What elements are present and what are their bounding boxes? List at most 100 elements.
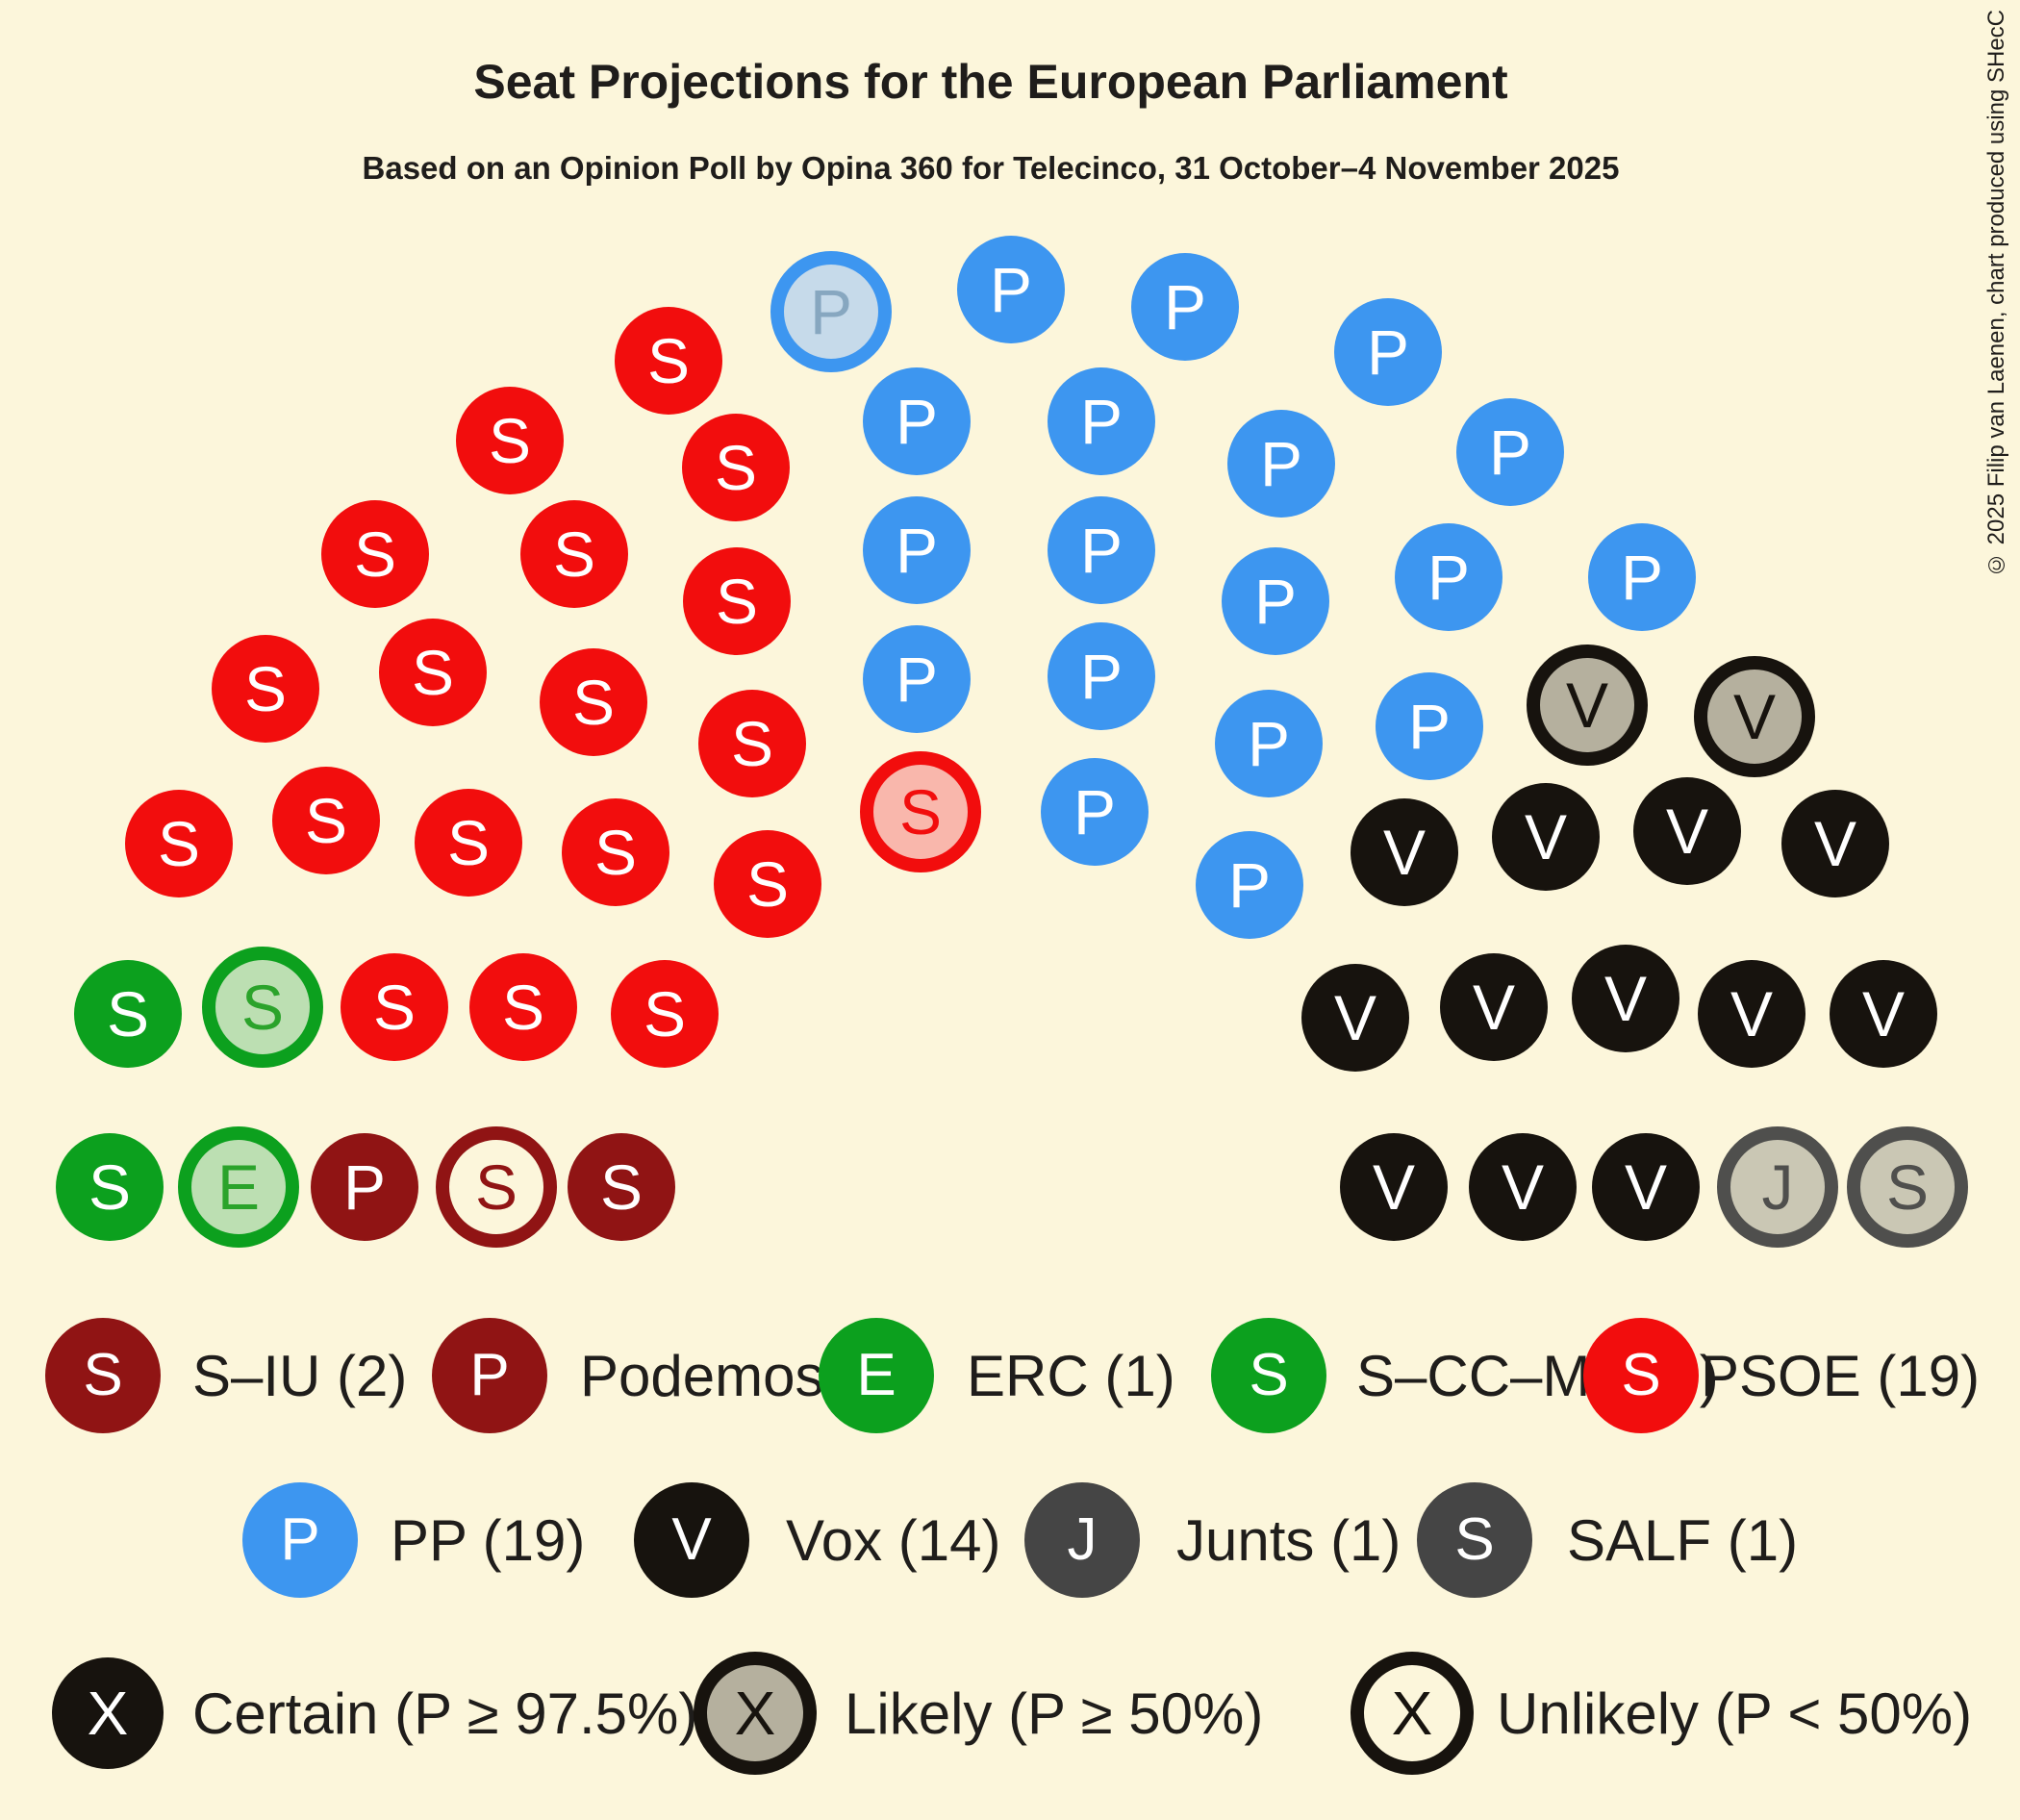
legend-label-psoe: PSOE (19)	[1701, 1343, 1981, 1408]
seat-letter: E	[216, 1151, 261, 1223]
seat-letter: P	[1227, 849, 1272, 921]
legend-swatch-letter: S	[1249, 1342, 1289, 1408]
seat-letter: V	[1382, 817, 1427, 888]
seat-psoe: S	[860, 751, 981, 872]
seat-vox: V	[1440, 953, 1548, 1061]
seat-pp: P	[1334, 298, 1442, 406]
seat-letter: S	[411, 637, 455, 708]
seat-letter: P	[895, 515, 939, 586]
seat-pp: P	[1215, 690, 1323, 797]
seat-letter: P	[1427, 542, 1471, 613]
legend-swatch-letter: E	[856, 1342, 896, 1408]
seat-sccmc: S	[56, 1133, 164, 1241]
seat-letter: V	[1732, 681, 1777, 752]
legend-label-salf: SALF (1)	[1567, 1507, 1799, 1573]
seat-letter: S	[446, 807, 491, 878]
legend-swatch-junts: J	[1024, 1482, 1140, 1598]
probability-swatch-certain: X	[52, 1657, 164, 1769]
seat-letter: V	[1372, 1151, 1416, 1223]
seat-letter: S	[501, 972, 545, 1043]
seat-letter: S	[745, 848, 790, 920]
seat-pp: P	[1588, 523, 1696, 631]
seat-letter: S	[1885, 1151, 1930, 1223]
seat-vox: V	[1830, 960, 1937, 1068]
legend-swatch-pp: P	[242, 1482, 358, 1598]
seat-psoe: S	[379, 619, 487, 726]
seat-psoe: S	[341, 953, 448, 1061]
seat-letter: P	[895, 644, 939, 715]
seat-psoe: S	[125, 790, 233, 897]
legend-swatch-letter: S	[1454, 1506, 1495, 1573]
seat-vox: V	[1527, 645, 1648, 766]
seat-letter: S	[488, 405, 532, 476]
seat-letter: S	[646, 325, 691, 396]
legend-swatch-salf: S	[1417, 1482, 1532, 1598]
seat-psoe: S	[321, 500, 429, 608]
seat-letter: P	[895, 386, 939, 457]
seat-letter: S	[715, 566, 759, 637]
seat-siu: S	[436, 1126, 557, 1248]
seat-letter: S	[304, 785, 348, 856]
seat-letter: S	[372, 972, 417, 1043]
seat-letter: S	[571, 667, 616, 738]
seat-pp: P	[863, 496, 971, 604]
seat-letter: P	[1163, 271, 1207, 342]
legend-label-podemos: Podemos	[580, 1343, 824, 1408]
seat-psoe: S	[540, 648, 647, 756]
seat-vox: V	[1694, 656, 1815, 777]
seat-letter: S	[730, 708, 774, 779]
seat-letter: V	[1524, 801, 1568, 872]
seat-psoe: S	[682, 414, 790, 521]
seat-psoe: S	[611, 960, 719, 1068]
seat-erc: E	[178, 1126, 299, 1248]
legend-swatch-siu: S	[45, 1318, 161, 1433]
probability-swatch-letter: X	[734, 1679, 776, 1748]
probability-swatch-letter: X	[1391, 1679, 1433, 1748]
seat-salf: S	[1847, 1126, 1968, 1248]
seat-pp: P	[770, 251, 892, 372]
seat-pp: P	[863, 625, 971, 733]
seat-letter: S	[599, 1151, 644, 1223]
seat-junts: J	[1717, 1126, 1838, 1248]
legend-swatch-vox: V	[634, 1482, 749, 1598]
seat-letter: P	[1073, 776, 1117, 847]
seat-letter: P	[1488, 417, 1532, 488]
seat-pp: P	[957, 236, 1065, 343]
seat-sccmc: S	[202, 947, 323, 1068]
seat-letter: S	[243, 653, 288, 724]
seat-letter: P	[809, 276, 853, 347]
legend-label-erc: ERC (1)	[967, 1343, 1175, 1408]
seat-pp: P	[1048, 496, 1155, 604]
seat-vox: V	[1633, 777, 1741, 885]
seat-psoe: S	[615, 307, 722, 415]
seat-podemos: P	[311, 1133, 418, 1241]
seat-letter: P	[1407, 691, 1452, 762]
seat-psoe: S	[698, 690, 806, 797]
legend-swatch-letter: V	[671, 1506, 712, 1573]
legend-swatch-psoe: S	[1583, 1318, 1699, 1433]
seat-pp: P	[1222, 547, 1329, 655]
legend-swatch-erc: E	[819, 1318, 934, 1433]
seat-psoe: S	[683, 547, 791, 655]
legend-swatch-letter: S	[1621, 1342, 1661, 1408]
seat-pp: P	[863, 367, 971, 475]
seat-psoe: S	[469, 953, 577, 1061]
seat-vox: V	[1351, 798, 1458, 906]
seat-pp: P	[1395, 523, 1502, 631]
legend-label-junts: Junts (1)	[1176, 1507, 1401, 1573]
probability-label-likely: Likely (P ≥ 50%)	[845, 1681, 1264, 1746]
seat-letter: V	[1624, 1151, 1668, 1223]
seat-letter: P	[1247, 708, 1291, 779]
legend-label-vox: Vox (14)	[786, 1507, 1001, 1573]
seat-pp: P	[1041, 758, 1149, 866]
legend-swatch-letter: S	[83, 1342, 123, 1408]
legend-label-pp: PP (19)	[391, 1507, 586, 1573]
seat-pp: P	[1456, 398, 1564, 506]
seat-vox: V	[1469, 1133, 1577, 1241]
seat-letter: P	[1620, 542, 1664, 613]
seat-letter: P	[1259, 428, 1303, 499]
seat-psoe: S	[415, 789, 522, 897]
seat-letter: V	[1665, 796, 1709, 867]
seat-psoe: S	[272, 767, 380, 874]
